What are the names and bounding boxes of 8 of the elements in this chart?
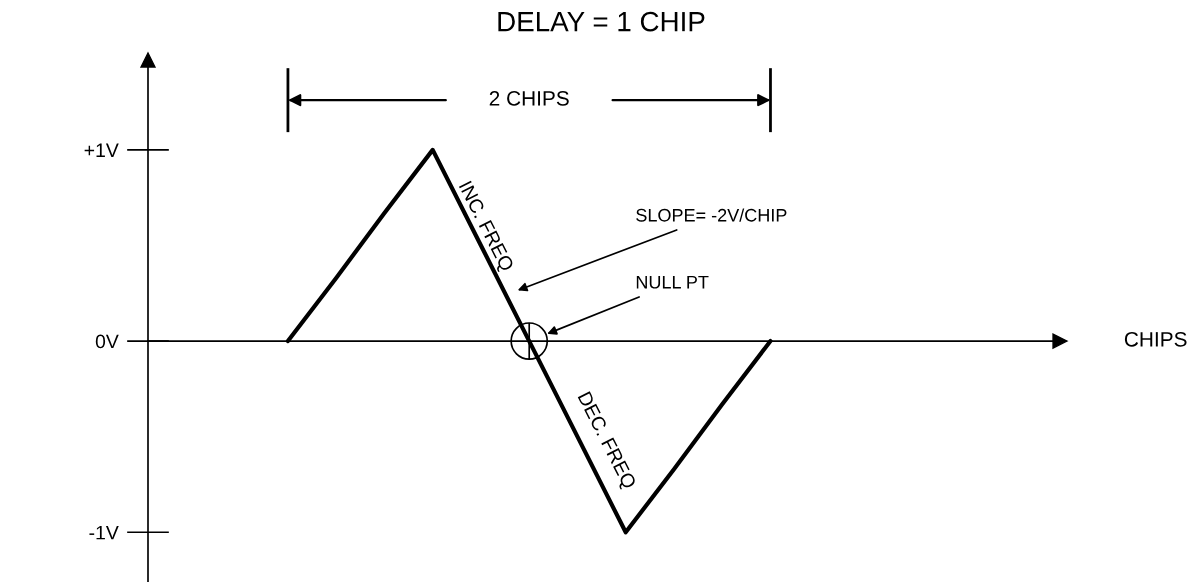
text: CHIPS: [1124, 331, 1187, 347]
y-tick-label: 0V: [95, 334, 119, 349]
y-tick-label: +1V: [84, 143, 119, 157]
annotation: SLOPE= -2V/CHIP: [636, 208, 787, 222]
chart-title: DELAY = 1 CHIP: [498, 11, 705, 32]
y-tick-label: -1V: [89, 525, 119, 540]
annotation: NULL PT: [636, 275, 709, 289]
annotation: 2 CHIPS: [489, 90, 569, 106]
